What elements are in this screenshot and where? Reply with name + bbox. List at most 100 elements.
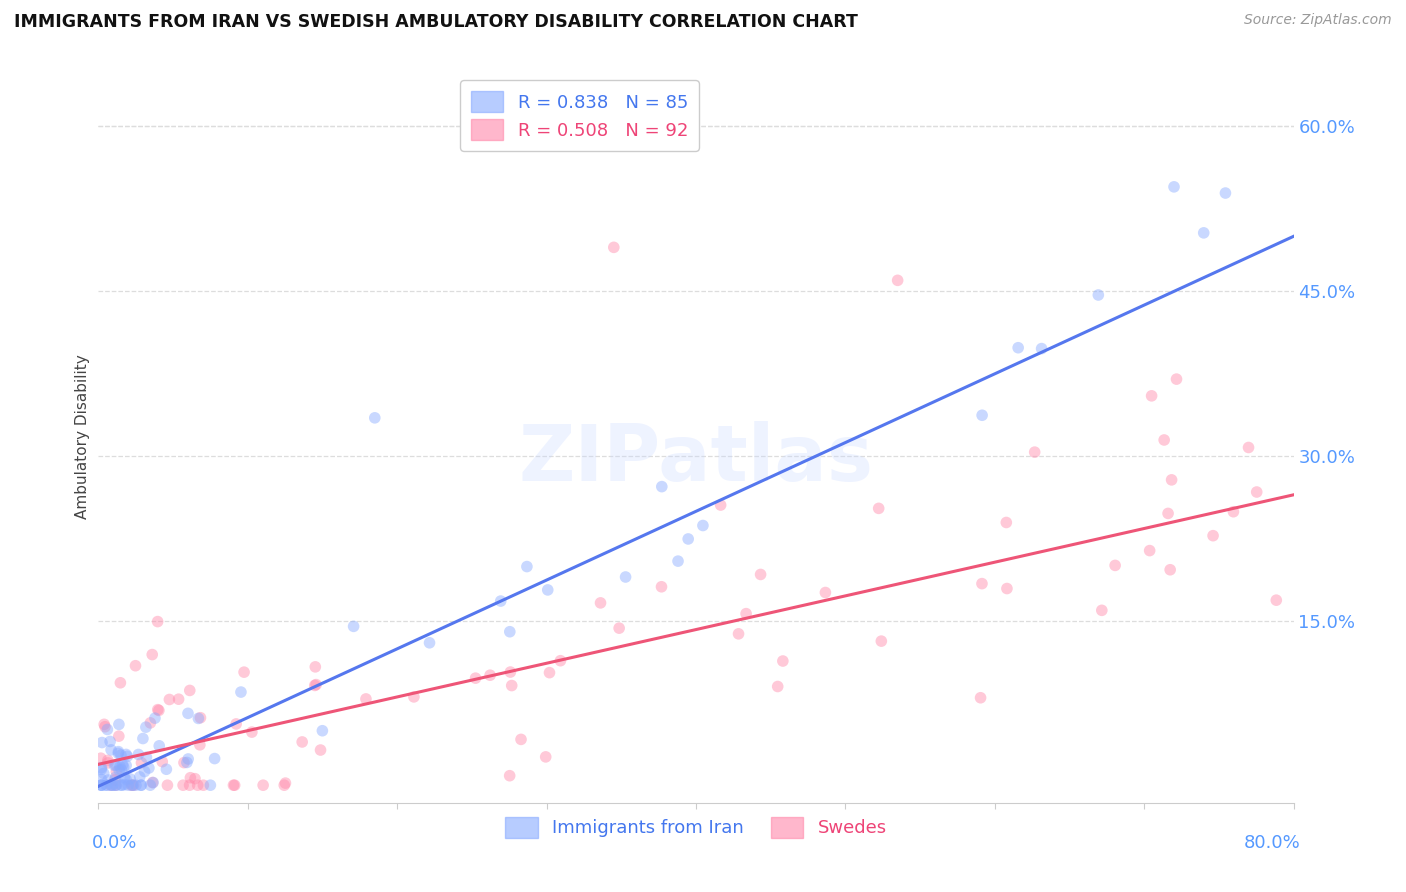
Point <box>229 685 252 699</box>
Point <box>104 771 127 785</box>
Point <box>224 778 246 792</box>
Point <box>650 580 672 594</box>
Point <box>603 240 626 254</box>
Point <box>1215 186 1237 200</box>
Point <box>167 692 190 706</box>
Point <box>156 778 179 792</box>
Point <box>115 772 138 787</box>
Point <box>142 775 165 789</box>
Point <box>146 615 169 629</box>
Point <box>122 778 145 792</box>
Point <box>204 751 226 765</box>
Point <box>651 480 673 494</box>
Point <box>1024 445 1046 459</box>
Point <box>354 692 377 706</box>
Point <box>176 756 198 770</box>
Point <box>90 778 112 792</box>
Point <box>107 745 129 759</box>
Point <box>108 759 131 773</box>
Point <box>108 729 131 743</box>
Point <box>727 627 749 641</box>
Point <box>104 778 127 792</box>
Point <box>1246 485 1268 500</box>
Point <box>112 778 135 792</box>
Point <box>1160 473 1182 487</box>
Point <box>131 756 153 770</box>
Point <box>148 739 170 753</box>
Point <box>666 554 689 568</box>
Point <box>489 594 512 608</box>
Point <box>112 771 135 785</box>
Point <box>150 755 173 769</box>
Point <box>479 668 502 682</box>
Point <box>418 636 440 650</box>
Point <box>589 596 612 610</box>
Point <box>98 734 121 748</box>
Point <box>110 763 132 777</box>
Point <box>90 751 112 765</box>
Point <box>141 648 163 662</box>
Point <box>143 711 166 725</box>
Point <box>537 582 560 597</box>
Point <box>969 690 991 705</box>
Point <box>110 778 132 792</box>
Point <box>510 732 533 747</box>
Point <box>273 778 295 792</box>
Point <box>104 758 127 772</box>
Point <box>187 711 209 725</box>
Point <box>1166 372 1188 386</box>
Point <box>134 764 156 779</box>
Point <box>886 273 908 287</box>
Point <box>676 532 699 546</box>
Point <box>772 654 794 668</box>
Point <box>132 731 155 746</box>
Text: ZIPatlas: ZIPatlas <box>519 421 873 497</box>
Point <box>766 680 789 694</box>
Point <box>100 743 122 757</box>
Point <box>193 778 215 792</box>
Point <box>972 409 994 423</box>
Point <box>870 634 893 648</box>
Point <box>188 738 211 752</box>
Point <box>104 758 127 772</box>
Point <box>108 763 131 777</box>
Point <box>814 585 837 599</box>
Point <box>222 778 245 792</box>
Text: Source: ZipAtlas.com: Source: ZipAtlas.com <box>1244 13 1392 28</box>
Point <box>304 678 326 692</box>
Point <box>614 570 637 584</box>
Point <box>735 607 758 621</box>
Point <box>135 720 157 734</box>
Point <box>142 775 165 789</box>
Point <box>498 769 520 783</box>
Point <box>124 658 146 673</box>
Point <box>97 773 120 788</box>
Point <box>538 665 561 680</box>
Point <box>146 703 169 717</box>
Point <box>129 778 152 792</box>
Point <box>1087 288 1109 302</box>
Point <box>117 749 139 764</box>
Point <box>94 720 117 734</box>
Point <box>93 766 115 780</box>
Point <box>749 567 772 582</box>
Point <box>90 763 112 777</box>
Point <box>184 772 207 786</box>
Point <box>1222 505 1244 519</box>
Point <box>131 778 153 792</box>
Point <box>105 778 128 792</box>
Point <box>177 706 200 721</box>
Text: 0.0%: 0.0% <box>91 834 136 852</box>
Point <box>1007 341 1029 355</box>
Point <box>111 778 134 792</box>
Point <box>139 778 162 792</box>
Point <box>101 778 124 792</box>
Point <box>342 619 364 633</box>
Point <box>97 753 120 767</box>
Point <box>96 723 118 737</box>
Point <box>148 703 170 717</box>
Point <box>1091 603 1114 617</box>
Point <box>550 654 572 668</box>
Point <box>970 576 993 591</box>
Point <box>225 717 247 731</box>
